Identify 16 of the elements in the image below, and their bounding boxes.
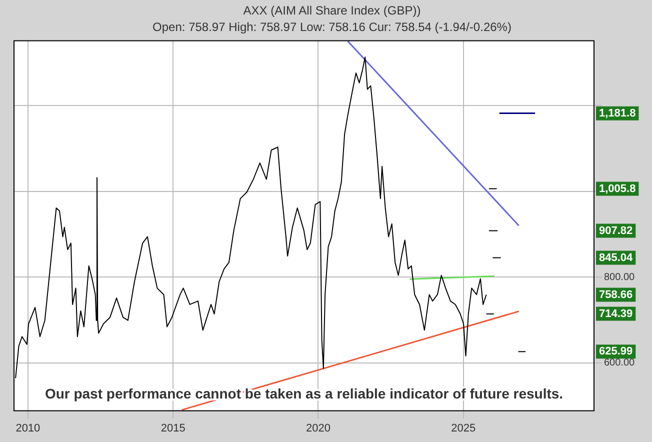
y-tick-label: 600.00 xyxy=(604,358,636,369)
y-tick-label: 800.00 xyxy=(604,272,636,283)
annotation: 1,005.8 xyxy=(599,182,636,195)
chart-subtitle: Open: 758.97 High: 758.97 Low: 758.16 Cur: 758.54 (-1.94/-0.26%) xyxy=(152,20,512,34)
annotation: 714.39 xyxy=(599,308,633,320)
annotation: 907.82 xyxy=(599,224,633,237)
annotation: 758.66 xyxy=(599,288,633,301)
x-tick-label: 2015 xyxy=(160,422,186,434)
annotation: 1,181.8 xyxy=(599,107,636,120)
annotation: Our past performance cannot be taken as a reliable indicator of future results. xyxy=(44,386,564,402)
x-tick-label: 2025 xyxy=(451,422,476,434)
annotation: 625.99 xyxy=(599,346,633,358)
x-tick-label: 2020 xyxy=(306,422,330,434)
x-tick-label: 2010 xyxy=(16,422,40,434)
annotation: 845.04 xyxy=(599,252,634,264)
chart-title: AXX (AIM All Share Index (GBP)) xyxy=(243,4,421,18)
